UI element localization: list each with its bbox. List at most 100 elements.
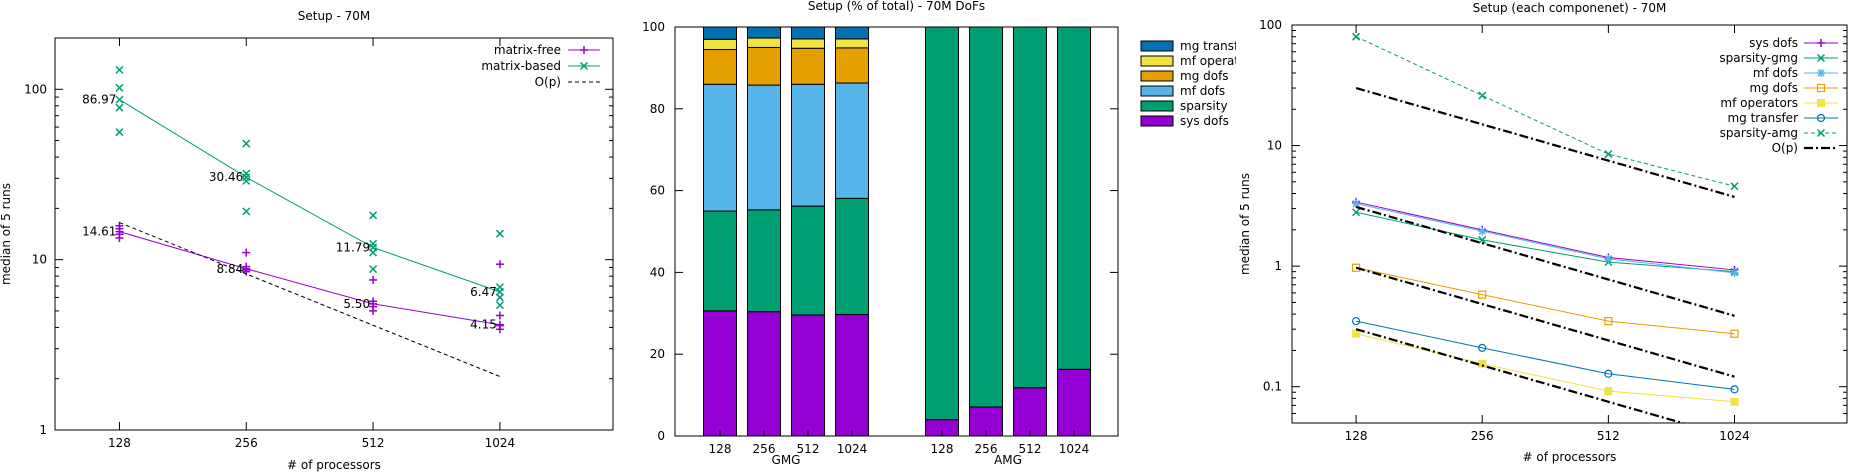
chart2-bar-segment-mg-transf [747, 26, 781, 39]
chart2-legend-label: sparsity [1180, 99, 1228, 113]
chart1-data-label: 6.47 [470, 285, 497, 299]
chart2-bar-segment-sparsity [1013, 26, 1047, 389]
chart2-bar-segment-mf-operat [791, 38, 825, 49]
chart3-data-point [1604, 317, 1613, 326]
chart3-data-point [1730, 385, 1739, 394]
chart3-legend-label: mg dofs [1749, 81, 1798, 95]
chart3-data-point [1478, 91, 1487, 100]
chart2-bar-segment-sys-dofs [791, 314, 825, 437]
chart2-legend-swatch [1140, 55, 1174, 67]
chart2-x-tick-label: 512 [797, 442, 820, 456]
chart1-legend-label: matrix-free [494, 43, 561, 57]
chart3-x-axis-label: # of processors [1523, 450, 1617, 464]
chart3-data-point [1478, 227, 1486, 235]
chart2-y-tick-label: 20 [650, 347, 665, 361]
chart2-bar-segment-mg-dofs [791, 47, 825, 85]
chart1-legend-label: O(p) [535, 75, 561, 89]
chart2-bar-segment-sparsity [791, 205, 825, 316]
chart3-data-point [1352, 32, 1361, 41]
chart3-data-point [1730, 329, 1739, 338]
chart3-y-axis-label: median of 5 runs [1238, 173, 1252, 275]
chart1-run-point [495, 301, 504, 310]
chart1-reference-line [119, 222, 501, 377]
chart3-legend-label: sparsity-gmg [1719, 51, 1798, 65]
chart1-data-label: 86.97 [82, 93, 116, 107]
chart1-run-point [495, 229, 504, 238]
chart2-legend-swatch [1140, 115, 1174, 127]
chart3-x-tick-label: 512 [1597, 429, 1620, 443]
chart2-y-tick-label: 100 [642, 20, 665, 34]
chart1-series-line-matrix-free [119, 231, 500, 326]
chart2-x-tick-label: 1024 [837, 442, 868, 456]
chart2-legend-swatch [1140, 85, 1174, 97]
chart3-reference-line [1355, 205, 1735, 317]
chart3-legend-label: sys dofs [1749, 36, 1798, 50]
chart3-legend-marker [1816, 53, 1826, 63]
chart2-bar-segment-mf-operat [703, 38, 737, 50]
chart1-y-axis-label: median of 5 runs [0, 183, 13, 285]
chart3-series-line-sparsity-amg [1355, 36, 1735, 187]
chart3-legend-label: mf operators [1720, 96, 1798, 110]
chart3-y-tick-label: 10 [1267, 139, 1282, 153]
chart2-x-tick-label: 128 [931, 442, 954, 456]
chart3-legend-label: O(p) [1772, 141, 1798, 155]
chart2-y-tick-label: 40 [650, 265, 665, 279]
chart1-x-tick-label: 512 [362, 436, 385, 450]
chart2-frame [674, 26, 1119, 437]
chart1-data-label: 30.46 [209, 170, 243, 184]
chart2-bar-segment-sys-dofs [703, 310, 737, 437]
chart1-data-label: 8.84 [217, 262, 244, 276]
chart1-y-tick-label: 100 [24, 82, 47, 96]
chart2-bar-segment-sys-dofs [835, 314, 869, 437]
chart2-bar-segment-mf-dofs [747, 84, 781, 211]
chart1-data-label: 11.79 [336, 240, 370, 254]
chart3-y-tick-label: 100 [1259, 18, 1282, 32]
chart3-y-tick-label: 1 [1274, 259, 1282, 273]
chart2-bar-segment-mf-operat [747, 37, 781, 48]
chart1-data-label: 4.15 [470, 318, 497, 332]
chart2-x-tick-label: 512 [1019, 442, 1042, 456]
chart2-bar-segment-sparsity [703, 210, 737, 312]
chart2-bar-segment-mg-dofs [747, 46, 781, 86]
chart3-legend-marker [1816, 128, 1826, 138]
chart2-y-tick-label: 0 [657, 429, 665, 443]
chart3-data-point [1478, 235, 1487, 244]
chart2-legend-swatch [1140, 40, 1174, 52]
chart1-legend-label: matrix-based [481, 59, 561, 73]
chart2-legend-label: sys dofs [1180, 114, 1229, 128]
chart2-group-label: AMG [994, 453, 1022, 467]
chart1-run-point [115, 103, 124, 112]
chart1-legend-marker [579, 61, 589, 71]
chart3-reference-line [1355, 328, 1687, 423]
chart2-y-tick-label: 80 [650, 102, 665, 116]
chart2-bar-segment-sparsity [835, 197, 869, 316]
chart2-x-tick-label: 256 [753, 442, 776, 456]
chart2-bar-segment-mg-transf [835, 26, 869, 40]
chart3-series-line-sparsity-gmg [1355, 211, 1735, 273]
chart2-bar-segment-sys-dofs [1013, 387, 1047, 437]
chart1-run-point [369, 265, 378, 274]
chart1-run-point [495, 283, 504, 292]
chart3-data-point [1604, 387, 1613, 396]
chart3-legend-marker [1817, 69, 1825, 77]
chart1-y-tick-label: 10 [32, 253, 47, 267]
chart3-legend-marker [1817, 99, 1825, 107]
chart2-group-label: GMG [772, 453, 801, 467]
chart2-legend-label: mg transf [1180, 39, 1239, 53]
chart3-data-point [1478, 290, 1487, 299]
chart2-x-tick-label: 1024 [1059, 442, 1090, 456]
chart1-run-point [369, 211, 378, 220]
chart3-data-point [1604, 150, 1613, 159]
chart3-y-tick-label: 0.1 [1263, 380, 1282, 394]
chart3-data-point [1352, 208, 1361, 217]
chart1-run-point [115, 83, 124, 92]
chart3-legend-label: mf dofs [1753, 66, 1798, 80]
chart2-bar-segment-mg-transf [791, 26, 825, 40]
chart3-series-line-mg dofs [1355, 267, 1735, 335]
chart1-x-axis-label: # of processors [287, 458, 381, 472]
chart1-series-line-matrix-based [119, 99, 501, 293]
chart3-series-line-mg transfer [1355, 320, 1735, 390]
chart2-bar-segment-sparsity [969, 26, 1003, 408]
chart1-data-label: 5.50 [343, 297, 370, 311]
